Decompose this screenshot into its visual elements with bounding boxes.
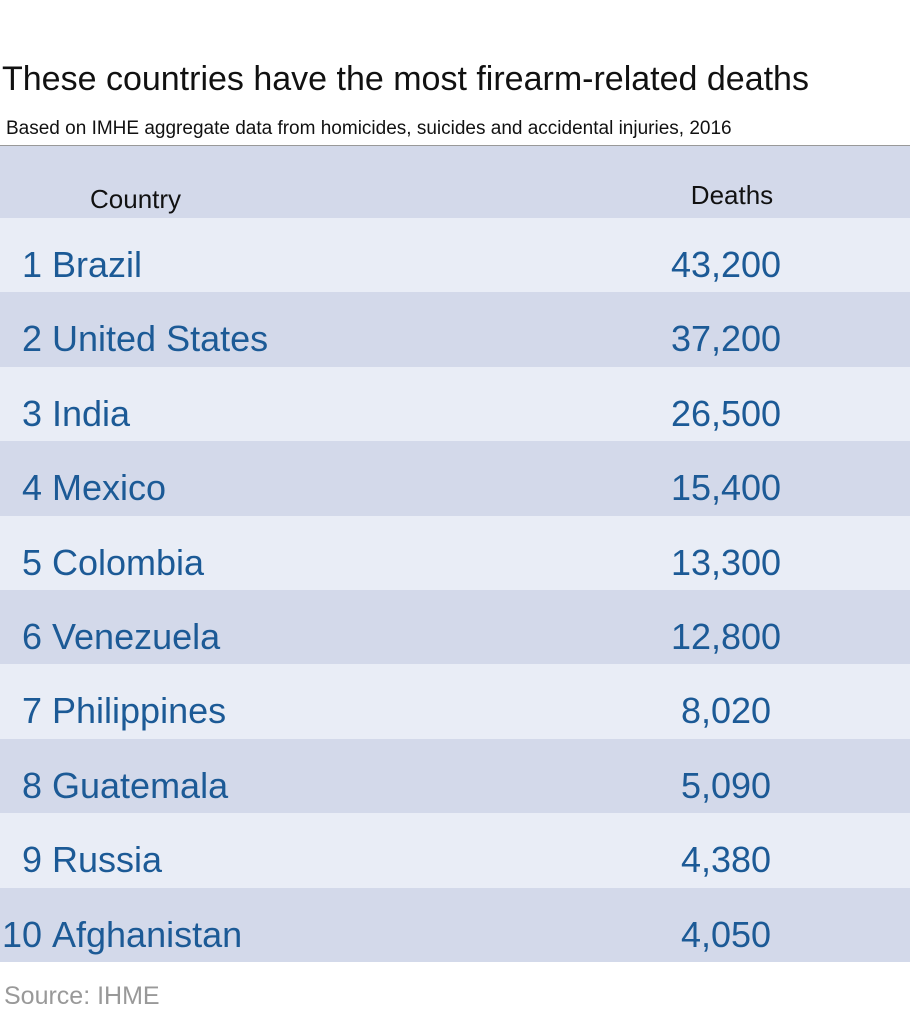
deaths: 37,200	[670, 318, 782, 360]
deaths: 5,090	[680, 764, 772, 806]
deaths: 12,800	[670, 616, 782, 657]
table-row: 7 Philippines 8,020	[0, 664, 910, 739]
table-row: 4 Mexico 15,400	[0, 441, 910, 516]
column-header: Country	[90, 184, 182, 214]
table-row: 2 United States 37,200	[0, 292, 910, 367]
rank: 4	[21, 467, 42, 509]
title: These countries have the most firearm-re…	[2, 60, 809, 98]
deaths: 4,380	[680, 839, 772, 881]
table-header: Country Deaths	[0, 146, 910, 218]
rank: 6	[21, 616, 42, 657]
rank: 9	[21, 839, 42, 881]
deaths: 43,200	[670, 244, 782, 285]
rank: 7	[21, 690, 42, 732]
country: Mexico	[52, 467, 167, 509]
divider	[0, 145, 910, 146]
country: Guatemala	[52, 764, 229, 806]
table-row: 10 Afghanistan 4,050	[0, 887, 910, 962]
table-row: 3 India 26,500	[0, 366, 910, 442]
rank: 2	[21, 318, 42, 360]
table-row: 5 Colombia 13,300	[0, 515, 910, 590]
country: Afghanistan	[52, 913, 243, 955]
country: Philippines	[52, 690, 227, 732]
source: Source: IHME	[4, 982, 160, 1010]
country: Russia	[52, 839, 163, 881]
deaths: 15,400	[670, 467, 782, 509]
rank: 3	[21, 392, 42, 434]
deaths: 8,020	[680, 690, 772, 732]
rank: 1	[21, 244, 42, 285]
country: Colombia	[52, 541, 205, 583]
country: Venezuela	[52, 616, 221, 657]
rank: 10	[1, 913, 42, 955]
rank: 8	[21, 764, 42, 806]
country: United States	[52, 318, 269, 360]
table-row: 6 Venezuela 12,800	[0, 590, 910, 665]
country: India	[52, 392, 131, 434]
subtitle: Based on IMHE aggregate data from homici…	[6, 118, 732, 139]
table-row: 9 Russia 4,380	[0, 813, 910, 888]
table-row: 8 Guatemala 5,090	[0, 738, 910, 814]
country: Brazil	[52, 244, 143, 285]
table-row: 1 Brazil 43,200	[0, 218, 910, 293]
deaths: 13,300	[670, 541, 782, 583]
column-header: Deaths	[690, 180, 774, 210]
rank: 5	[21, 541, 42, 583]
deaths: 4,050	[680, 913, 772, 955]
deaths: 26,500	[670, 392, 782, 434]
